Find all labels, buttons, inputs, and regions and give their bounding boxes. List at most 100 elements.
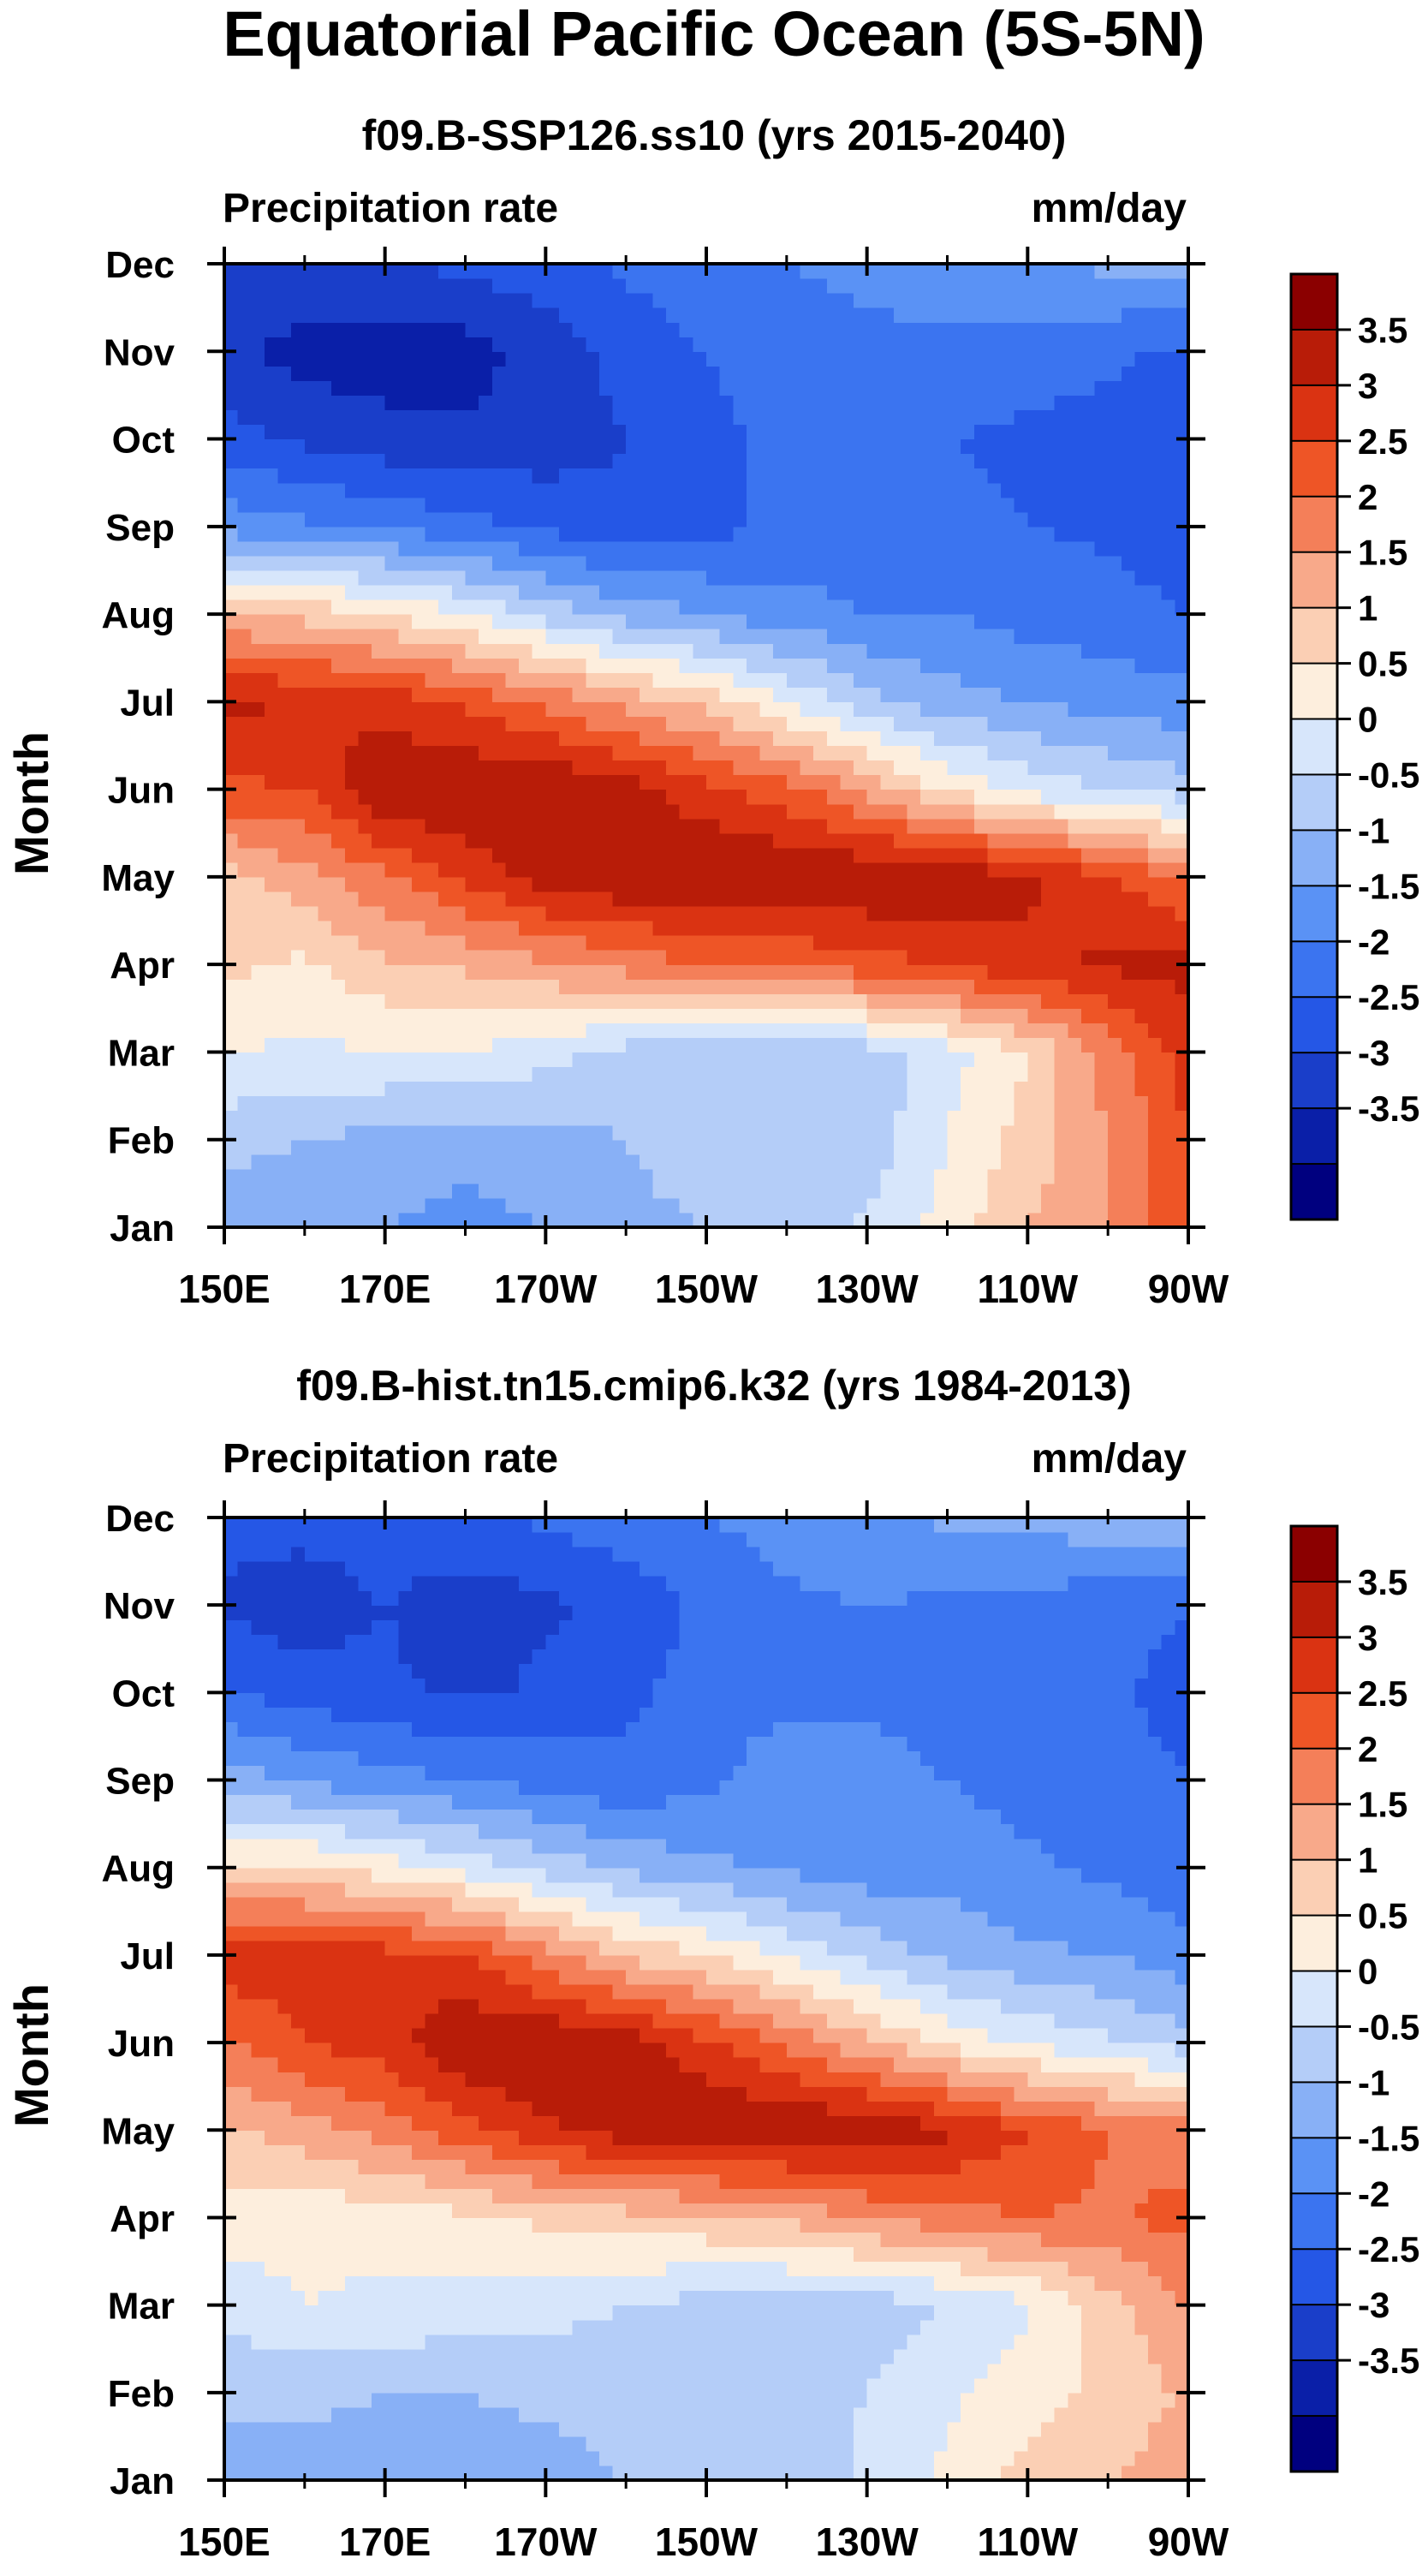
heatmap-cell xyxy=(237,351,252,367)
heatmap-cell xyxy=(920,1081,935,1097)
heatmap-cell xyxy=(947,789,961,805)
heatmap-cell xyxy=(1014,585,1028,600)
heatmap-cell xyxy=(277,424,292,440)
heatmap-cell xyxy=(251,935,265,951)
heatmap-cell xyxy=(786,293,801,308)
heatmap-cell xyxy=(1014,1212,1028,1228)
heatmap-cell xyxy=(1175,337,1189,352)
heatmap-cell xyxy=(854,395,868,411)
heatmap-cell xyxy=(961,891,975,907)
heatmap-cell xyxy=(626,760,640,776)
heatmap-cell xyxy=(491,832,507,849)
heatmap-cell xyxy=(1175,409,1189,426)
heatmap-cell xyxy=(746,803,761,820)
heatmap-cell xyxy=(612,2450,627,2466)
heatmap-cell xyxy=(893,1066,908,1082)
heatmap-cell xyxy=(1001,876,1015,892)
heatmap-cell xyxy=(1148,906,1163,921)
heatmap-cell xyxy=(358,993,372,1009)
heatmap-cell xyxy=(558,760,574,776)
heatmap-cell xyxy=(813,906,828,921)
heatmap-cell xyxy=(304,818,319,834)
heatmap-cell xyxy=(384,351,399,367)
heatmap-cell xyxy=(572,322,586,337)
heatmap-cell xyxy=(438,672,453,688)
heatmap-cell xyxy=(893,1154,908,1170)
heatmap-cell xyxy=(1080,891,1096,907)
heatmap-cell xyxy=(411,687,426,702)
heatmap-cell xyxy=(398,337,413,352)
heatmap-cell xyxy=(907,424,921,440)
heatmap-cell xyxy=(880,1212,895,1228)
heatmap-cell xyxy=(973,614,989,629)
heatmap-cell xyxy=(1094,1154,1109,1170)
heatmap-cell xyxy=(961,818,975,834)
heatmap-cell xyxy=(558,468,574,484)
heatmap-cell xyxy=(277,1066,292,1082)
heatmap-cell xyxy=(759,1183,774,1199)
heatmap-cell xyxy=(237,1183,252,1199)
heatmap-cell xyxy=(854,1197,868,1213)
heatmap-cell xyxy=(1094,921,1109,936)
heatmap-cell xyxy=(224,716,239,732)
heatmap-cell xyxy=(826,1008,841,1023)
heatmap-cell xyxy=(372,322,386,337)
heatmap-cell xyxy=(773,1095,788,1112)
heatmap-cell xyxy=(786,891,801,907)
heatmap-cell xyxy=(920,1168,935,1184)
heatmap-cell xyxy=(639,438,654,455)
heatmap-cell xyxy=(1027,803,1042,820)
heatmap-cell xyxy=(719,876,734,892)
heatmap-cell xyxy=(558,497,574,513)
heatmap-cell xyxy=(987,950,1002,965)
heatmap-cell xyxy=(451,380,467,397)
heatmap-cell xyxy=(933,1168,949,1184)
heatmap-cell xyxy=(318,293,332,308)
heatmap-cell xyxy=(933,1183,949,1199)
heatmap-cell xyxy=(1068,876,1082,892)
heatmap-cell xyxy=(291,964,306,980)
heatmap-cell xyxy=(893,1081,908,1097)
heatmap-cell xyxy=(479,1008,493,1023)
heatmap-cell xyxy=(425,1154,439,1170)
heatmap-cell xyxy=(519,1110,533,1126)
heatmap-cell xyxy=(773,891,788,907)
heatmap-cell xyxy=(973,1183,989,1199)
heatmap-cell xyxy=(451,730,467,747)
heatmap-cell xyxy=(1175,453,1189,469)
heatmap-cell xyxy=(840,307,854,323)
heatmap-cell xyxy=(719,1154,734,1170)
heatmap-cell xyxy=(893,629,908,644)
heatmap-cell xyxy=(558,1052,574,1068)
heatmap-cell xyxy=(264,1095,279,1112)
heatmap-cell xyxy=(961,1124,975,1141)
heatmap-cell xyxy=(451,789,467,805)
heatmap-cell xyxy=(961,716,975,732)
heatmap-cell xyxy=(586,876,600,892)
heatmap-cell xyxy=(558,278,574,294)
heatmap-cell xyxy=(1108,921,1122,936)
heatmap-cell xyxy=(1001,1212,1015,1228)
heatmap-cell xyxy=(773,847,788,863)
heatmap-cell xyxy=(344,468,359,484)
heatmap-cell xyxy=(411,380,426,397)
heatmap-cell xyxy=(933,366,949,381)
heatmap-cell xyxy=(746,745,761,761)
heatmap-cell xyxy=(411,716,426,732)
heatmap-cell xyxy=(746,1052,761,1068)
heatmap-cell xyxy=(519,599,533,615)
heatmap-cell xyxy=(224,1066,239,1082)
heatmap-cell xyxy=(558,921,574,936)
heatmap-cell xyxy=(425,658,439,673)
heatmap-cell xyxy=(479,818,493,834)
heatmap-cell xyxy=(1040,658,1056,673)
heatmap-cell xyxy=(1134,760,1149,776)
heatmap-cell xyxy=(224,1095,239,1112)
heatmap-cell xyxy=(586,993,600,1009)
heatmap-cell xyxy=(451,1197,467,1213)
heatmap-cell xyxy=(331,891,346,907)
heatmap-cell xyxy=(519,497,533,513)
heatmap-cell xyxy=(693,950,707,965)
heatmap-cell xyxy=(987,672,1002,688)
heatmap-cell xyxy=(1108,278,1122,294)
